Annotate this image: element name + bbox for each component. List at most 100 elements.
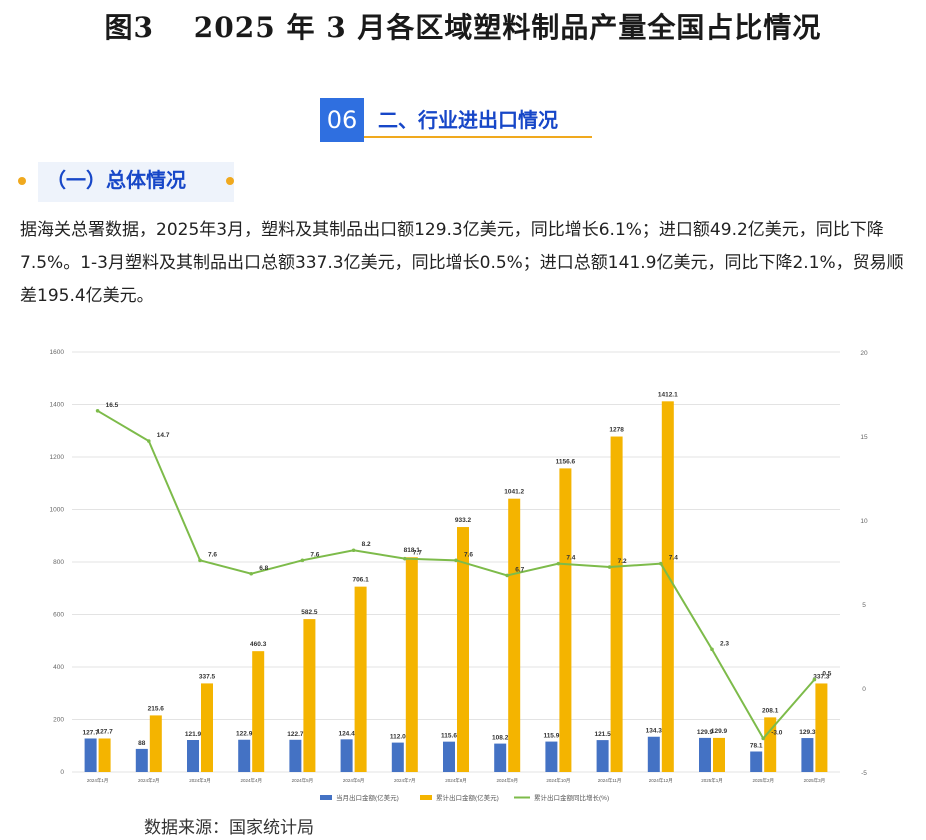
y-right-tick-label: 20 — [860, 350, 868, 357]
monthly-export-bar — [699, 737, 711, 772]
monthly-export-bar — [340, 739, 353, 772]
growth-point — [607, 565, 612, 569]
monthly-export-label: 112.0 — [390, 734, 406, 741]
figure-title: 图3 2025 年 3 月各区域塑料制品产量全国占比情况 — [104, 11, 822, 44]
monthly-export-label: 124.4 — [338, 730, 355, 737]
monthly-export-label: 127.7 — [82, 729, 99, 736]
cumulative-export-bar — [149, 715, 162, 772]
cumulative-export-label: 582.5 — [301, 609, 318, 616]
export-chart: 0 200 400 600 800 1000 1200 1400 1600 -5 0 5 10 15 20 1… — [50, 349, 868, 802]
x-tick-label: 2024年3月 — [189, 777, 211, 784]
data-source: 数据来源：国家统计局 — [144, 818, 314, 838]
cumulative-export-label: 1412.1 — [658, 391, 678, 398]
section-underline — [364, 136, 592, 138]
monthly-export-bar — [647, 736, 660, 772]
x-tick-label: 2024年11月 — [598, 777, 622, 784]
left-dot-icon — [18, 177, 26, 185]
monthly-export-bar — [494, 743, 507, 772]
growth-point — [454, 558, 458, 563]
monthly-export-bar — [596, 740, 609, 772]
monthly-export-bar — [545, 741, 558, 772]
cumulative-export-bar — [764, 717, 777, 772]
y-right-tick-label: 0 — [862, 686, 866, 693]
x-tick-label: 2024年7月 — [394, 777, 416, 784]
growth-point — [300, 558, 305, 563]
growth-point — [710, 647, 714, 652]
legend-growth-label: 累计出口金额同比增长(%) — [534, 793, 609, 802]
section-title: 二、行业进出口情况 — [378, 108, 558, 132]
right-dot-icon — [226, 177, 234, 185]
growth-point — [147, 439, 151, 443]
cumulative-export-label: 933.2 — [455, 517, 472, 524]
cumulative-export-label: 1156.6 — [556, 458, 576, 465]
monthly-export-bar — [84, 738, 97, 772]
monthly-export-label: 122.9 — [236, 731, 253, 738]
section-number: 06 — [320, 98, 364, 142]
y-left-tick-label: 0 — [60, 769, 64, 776]
cumulative-export-bar — [661, 401, 674, 772]
y-left-tick-label: 1400 — [50, 402, 65, 409]
growth-label: 7.4 — [566, 555, 575, 562]
growth-point — [249, 571, 253, 576]
growth-label: -3.0 — [771, 729, 783, 736]
x-tick-label: 2024年8月 — [445, 777, 467, 784]
growth-label: 8.2 — [362, 541, 371, 548]
cumulative-export-label: 215.6 — [148, 705, 165, 712]
cumulative-export-label: 208.1 — [762, 707, 779, 714]
growth-point — [659, 561, 663, 566]
y-right-tick-label: 15 — [860, 434, 868, 441]
subsection-background — [38, 162, 234, 202]
legend-cumulative-swatch — [420, 795, 432, 800]
growth-label: 7.6 — [464, 551, 473, 558]
cumulative-export-bar — [610, 436, 623, 772]
x-tick-label: 2024年6月 — [343, 777, 365, 784]
x-tick-label: 2024年1月 — [87, 777, 109, 784]
y-left-tick-label: 1600 — [50, 349, 65, 356]
cumulative-export-bar — [405, 557, 418, 772]
growth-label: 7.7 — [413, 550, 422, 557]
monthly-export-label: 134.3 — [646, 728, 663, 735]
x-tick-label: 2024年10月 — [546, 777, 570, 784]
cumulative-export-label: 1041.2 — [504, 489, 524, 496]
monthly-export-bar — [289, 739, 302, 772]
monthly-export-bar — [801, 738, 814, 772]
y-left-tick-label: 200 — [53, 717, 64, 724]
monthly-export-label: 129.3 — [799, 729, 816, 736]
cumulative-export-bar — [457, 527, 469, 772]
monthly-export-bar — [238, 739, 251, 772]
growth-label: 6.8 — [259, 565, 268, 572]
monthly-export-bar — [187, 740, 199, 772]
monthly-export-label: 121.5 — [594, 731, 611, 738]
x-tick-label: 2024年4月 — [240, 777, 262, 784]
growth-point — [556, 561, 561, 566]
growth-point — [403, 556, 407, 561]
growth-label: 0.5 — [822, 671, 831, 678]
monthly-export-label: 78.1 — [750, 742, 763, 749]
cumulative-export-bar — [252, 651, 265, 772]
cumulative-export-label: 337.3 — [813, 673, 830, 680]
x-tick-label: 2025年2月 — [752, 777, 774, 784]
x-tick-label: 2024年12月 — [649, 777, 673, 784]
monthly-export-bar — [391, 742, 404, 772]
y-left-tick-label: 1000 — [50, 507, 65, 514]
monthly-export-label: 121.9 — [185, 731, 202, 738]
growth-point — [812, 677, 817, 682]
monthly-export-label: 122.7 — [287, 731, 304, 738]
cumulative-export-bar — [201, 683, 213, 772]
y-left-tick-label: 600 — [53, 612, 64, 619]
cumulative-export-bar — [98, 738, 111, 772]
body-paragraph: 据海关总署数据，2025年3月，塑料及其制品出口额129.3亿美元，同比增长6.… — [20, 220, 904, 306]
monthly-export-label: 108.2 — [492, 735, 509, 742]
cumulative-export-bar — [508, 498, 521, 772]
growth-point — [505, 573, 510, 578]
growth-label: 7.6 — [310, 551, 319, 558]
y-left-tick-label: 1200 — [50, 454, 65, 461]
monthly-export-bar — [135, 748, 148, 772]
monthly-export-bar — [443, 741, 455, 772]
y-right-tick-label: 10 — [860, 518, 868, 525]
y-right-tick-label: -5 — [861, 770, 867, 777]
y-left-tick-label: 400 — [53, 664, 64, 671]
legend-monthly-label: 当月出口金额(亿美元) — [336, 793, 399, 802]
growth-point — [761, 736, 765, 741]
legend-monthly-swatch — [320, 795, 332, 800]
